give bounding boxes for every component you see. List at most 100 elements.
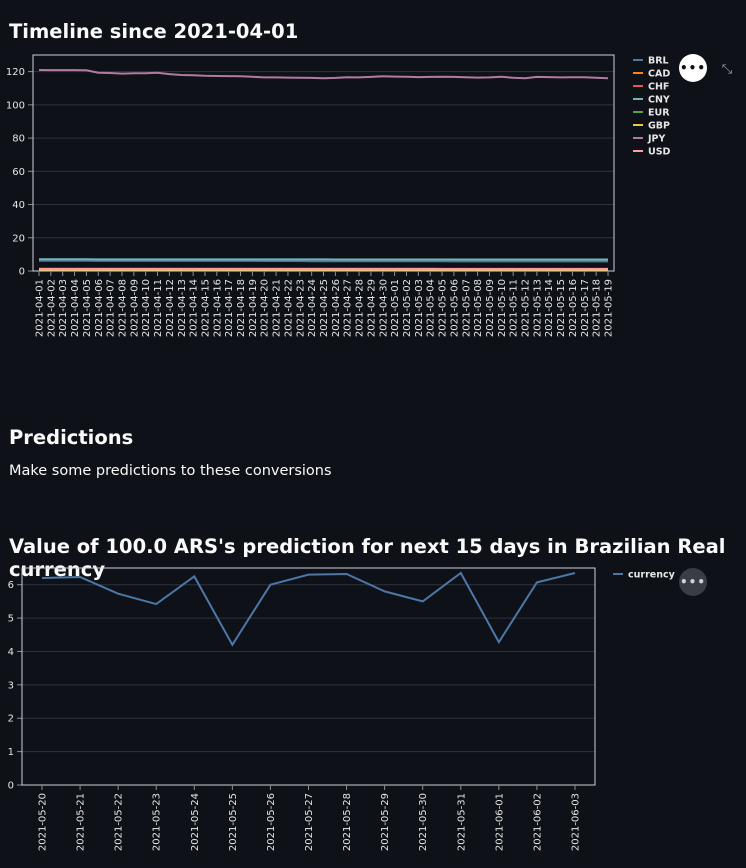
x-tick-label: 2021-05-05 (438, 279, 449, 337)
x-tick-label: 2021-04-05 (82, 279, 93, 337)
legend-label: BRL (648, 56, 669, 67)
x-tick-label: 2021-05-18 (592, 279, 603, 337)
x-tick-label: 2021-05-09 (485, 279, 496, 337)
x-tick-label: 2021-04-10 (141, 279, 152, 337)
x-tick-label: 2021-04-20 (260, 279, 271, 337)
x-tick-label: 2021-04-02 (46, 279, 57, 337)
chart1-fullscreen-button[interactable]: ⤡ (718, 60, 736, 78)
x-tick-label: 2021-04-22 (283, 279, 294, 337)
x-tick-label: 2021-04-28 (355, 279, 366, 337)
x-tick-label: 2021-04-26 (331, 279, 342, 337)
x-tick-label: 2021-04-27 (343, 279, 354, 337)
y-tick-label: 20 (12, 233, 25, 244)
x-tick-label: 2021-05-17 (580, 279, 591, 337)
x-tick-label: 2021-04-25 (319, 279, 330, 337)
x-tick-label: 2021-05-20 (38, 793, 49, 851)
plot-frame (21, 567, 596, 786)
x-tick-label: 2021-05-14 (544, 279, 555, 337)
x-tick-label: 2021-04-16 (212, 279, 223, 337)
x-tick-label: 2021-05-01 (390, 279, 401, 337)
x-tick-label: 2021-05-16 (568, 279, 579, 337)
x-tick-label: 2021-05-22 (114, 793, 125, 851)
legend-label: CHF (648, 82, 669, 93)
y-tick-label: 60 (12, 167, 25, 178)
series-line-brl (39, 259, 608, 263)
x-tick-label: 2021-06-01 (494, 793, 505, 851)
y-tick-label: 0 (19, 267, 25, 278)
x-tick-label: 2021-05-30 (418, 793, 429, 851)
x-tick-label: 2021-05-21 (76, 793, 87, 851)
legend-label: GBP (648, 121, 670, 132)
y-tick-label: 120 (6, 67, 25, 78)
legend-label: USD (648, 147, 671, 158)
x-tick-label: 2021-04-04 (70, 279, 81, 337)
x-tick-label: 2021-04-24 (307, 279, 318, 337)
x-tick-label: 2021-05-08 (473, 279, 484, 337)
x-tick-label: 2021-05-06 (449, 279, 460, 337)
x-tick-label: 2021-05-03 (414, 279, 425, 337)
series-line-jpy (38, 68, 609, 80)
x-tick-label: 2021-04-18 (236, 279, 247, 337)
x-tick-label: 2021-05-31 (456, 793, 467, 851)
legend-label: currency (628, 570, 676, 581)
y-tick-label: 1 (8, 747, 14, 758)
more-horizontal-icon: ••• (679, 61, 706, 75)
x-tick-label: 2021-05-23 (152, 793, 163, 851)
y-tick-label: 2 (8, 714, 14, 725)
y-tick-label: 0 (8, 781, 14, 792)
chart1-more-menu-button[interactable]: ••• (679, 54, 707, 82)
x-tick-label: 2021-04-21 (272, 279, 283, 337)
x-tick-label: 2021-06-02 (532, 793, 543, 851)
x-tick-label: 2021-04-03 (58, 279, 69, 337)
y-tick-label: 3 (8, 680, 14, 691)
y-tick-label: 100 (6, 100, 25, 111)
chart2-more-menu-button[interactable]: ••• (679, 568, 707, 596)
series-line-currency (41, 571, 576, 647)
legend-label: JPY (647, 134, 665, 145)
more-horizontal-icon: ••• (679, 575, 706, 589)
x-tick-label: 2021-05-02 (402, 279, 413, 337)
x-tick-label: 2021-05-07 (461, 279, 472, 337)
prediction-chart-title: Value of 100.0 ARS's prediction for next… (9, 535, 726, 581)
x-tick-label: 2021-05-15 (556, 279, 567, 337)
y-tick-label: 6 (8, 580, 14, 591)
x-tick-label: 2021-04-08 (117, 279, 128, 337)
x-tick-label: 2021-04-09 (129, 279, 140, 337)
x-tick-label: 2021-05-11 (509, 279, 520, 337)
legend-label: EUR (648, 108, 670, 119)
x-tick-label: 2021-05-26 (266, 793, 277, 851)
x-tick-label: 2021-05-27 (304, 793, 315, 851)
x-tick-label: 2021-04-13 (177, 279, 188, 337)
x-tick-label: 2021-04-30 (378, 279, 389, 337)
predictions-title: Predictions (9, 426, 134, 449)
x-tick-label: 2021-04-06 (94, 279, 105, 337)
x-tick-label: 2021-05-12 (521, 279, 532, 337)
x-tick-label: 2021-05-19 (604, 279, 615, 337)
x-tick-label: 2021-05-28 (342, 793, 353, 851)
y-tick-label: 40 (12, 200, 25, 211)
x-tick-label: 2021-04-11 (153, 279, 164, 337)
x-tick-label: 2021-05-24 (190, 793, 201, 851)
x-tick-label: 2021-04-14 (189, 279, 200, 337)
x-tick-label: 2021-04-17 (224, 279, 235, 337)
x-tick-label: 2021-04-29 (366, 279, 377, 337)
predictions-description: Make some predictions to these conversio… (9, 463, 332, 479)
x-tick-label: 2021-04-23 (295, 279, 306, 337)
x-tick-label: 2021-05-13 (532, 279, 543, 337)
x-tick-label: 2021-06-03 (571, 793, 582, 851)
x-tick-label: 2021-04-12 (165, 279, 176, 337)
x-tick-label: 2021-05-25 (228, 793, 239, 851)
x-tick-label: 2021-05-10 (497, 279, 508, 337)
x-tick-label: 2021-05-04 (426, 279, 437, 337)
x-tick-label: 2021-04-01 (35, 279, 46, 337)
y-tick-label: 80 (12, 134, 25, 145)
x-tick-label: 2021-04-19 (248, 279, 259, 337)
fullscreen-expand-icon: ⤡ (721, 61, 733, 77)
legend-label: CNY (648, 95, 670, 106)
x-tick-label: 2021-04-15 (200, 279, 211, 337)
legend-label: CAD (648, 69, 670, 80)
x-tick-label: 2021-05-29 (380, 793, 391, 851)
x-tick-label: 2021-04-07 (106, 279, 117, 337)
